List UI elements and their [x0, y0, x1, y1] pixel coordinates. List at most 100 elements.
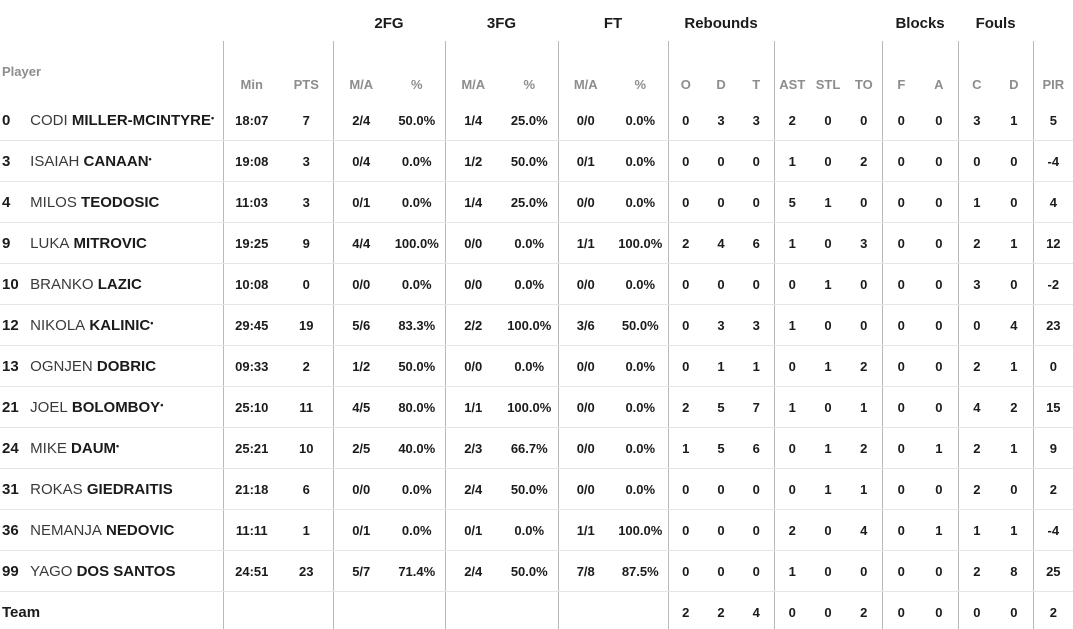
player-last-name: DOBRIC [96, 357, 157, 375]
fg2-ma-cell [332, 591, 389, 629]
fg2-ma-cell: 5/7 [332, 550, 389, 592]
player-cell: 0 CODI MILLER-MCINTYRE• [0, 100, 223, 141]
player-first-name: LUKA [30, 234, 70, 252]
reb-t-cell: 6 [739, 222, 775, 264]
blk-a-cell: 0 [920, 100, 959, 141]
pir-cell: 0 [1032, 345, 1073, 387]
player-last-name: DOS SANTOS [76, 562, 176, 580]
fg2-ma-cell: 4/5 [332, 386, 389, 428]
reb-d-cell: 0 [703, 263, 740, 305]
blk-a-cell: 0 [920, 222, 959, 264]
reb-o-cell: 0 [667, 263, 704, 305]
foul-c-cell: 0 [957, 140, 996, 182]
column-header-foul-d: D [1009, 77, 1019, 92]
reb-t-cell: 3 [739, 304, 775, 346]
fg2-ma-cell: 5/6 [332, 304, 389, 346]
foul-d-cell: 1 [995, 222, 1034, 264]
ft-ma-cell: 1/1 [557, 222, 613, 264]
table-row: 24 MIKE DAUM• 25:21 10 2/5 40.0% 2/3 66.… [0, 427, 1073, 469]
ft-ma-cell: 7/8 [557, 550, 613, 592]
column-header-blk-a: A [934, 77, 944, 92]
ft-ma-cell: 0/0 [557, 345, 613, 387]
stl-cell: 1 [810, 427, 847, 469]
ast-cell: 1 [773, 304, 811, 346]
fg3-ma-cell: 1/2 [444, 140, 501, 182]
reb-t-cell: 4 [739, 591, 775, 629]
jersey-number: 10 [2, 275, 19, 293]
ft-pct-cell: 50.0% [613, 304, 669, 346]
ft-pct-cell: 0.0% [613, 345, 669, 387]
fg3-pct-cell: 25.0% [501, 181, 558, 223]
reb-t-cell: 0 [739, 140, 775, 182]
pir-cell: 4 [1032, 181, 1073, 223]
blk-a-cell: 0 [920, 468, 959, 510]
group-header-spacer [774, 0, 882, 41]
player-first-name: ROKAS [30, 480, 83, 498]
player-cell: Team [0, 591, 223, 629]
player-last-name: MILLER-MCINTYRE [71, 111, 211, 129]
to-cell: 3 [846, 222, 883, 264]
player-first-name: MIKE [30, 439, 67, 457]
pir-cell: 2 [1032, 591, 1073, 629]
group-header-ft: FT [603, 15, 623, 32]
ft-pct-cell: 0.0% [613, 427, 669, 469]
blk-a-cell: 1 [920, 509, 959, 551]
fg2-ma-cell: 0/1 [332, 181, 389, 223]
group-header-blocks: Blocks [895, 15, 945, 32]
fg3-ma-cell: 1/4 [444, 100, 501, 141]
player-first-name: NIKOLA [30, 316, 86, 334]
table-row: 4 MILOS TEODOSIC 11:03 3 0/1 0.0% 1/4 25… [0, 181, 1073, 223]
ft-pct-cell: 100.0% [613, 509, 669, 551]
player-cell: 9 LUKA MITROVIC [0, 222, 223, 264]
foul-d-cell: 0 [995, 468, 1034, 510]
column-header-foul-c: C [957, 41, 996, 100]
pts-cell: 9 [280, 222, 333, 264]
blk-f-cell: 0 [881, 345, 921, 387]
reb-d-cell: 1 [703, 345, 740, 387]
table-row: 10 BRANKO LAZIC 10:08 0 0/0 0.0% 0/0 0.0… [0, 263, 1073, 305]
reb-d-cell: 0 [703, 509, 740, 551]
column-header-2fg-ma: M/A [332, 41, 389, 100]
pts-cell: 0 [280, 263, 333, 305]
foul-c-cell: 2 [957, 550, 996, 592]
foul-d-cell: 1 [995, 427, 1034, 469]
fg3-ma-cell: 0/0 [444, 263, 501, 305]
min-cell: 11:03 [222, 181, 280, 223]
blk-f-cell: 0 [881, 427, 921, 469]
column-header-blk-f: F [881, 41, 921, 100]
column-header-ft-pct: % [634, 77, 647, 92]
ast-cell: 0 [773, 345, 811, 387]
reb-o-cell: 0 [667, 140, 704, 182]
ast-cell: 0 [773, 263, 811, 305]
ft-pct-cell: 87.5% [613, 550, 669, 592]
min-cell: 29:45 [222, 304, 280, 346]
jersey-number: 3 [2, 152, 11, 170]
table-row: 31 ROKAS GIEDRAITIS 21:18 6 0/0 0.0% 2/4… [0, 468, 1073, 510]
ft-ma-cell [557, 591, 613, 629]
fg2-pct-cell: 50.0% [389, 100, 445, 141]
foul-c-cell: 4 [957, 386, 996, 428]
pts-cell: 23 [280, 550, 333, 592]
reb-o-cell: 0 [667, 345, 704, 387]
fg3-pct-cell: 25.0% [501, 100, 558, 141]
column-header-row: Player Min PTS M/A % M/A % M/A % O D T A… [0, 41, 1073, 100]
foul-c-cell: 2 [957, 427, 996, 469]
min-cell: 09:33 [222, 345, 280, 387]
player-last-name: TEODOSIC [81, 193, 160, 211]
reb-d-cell: 2 [703, 591, 740, 629]
reb-d-cell: 3 [703, 100, 740, 141]
pir-cell: -4 [1032, 509, 1073, 551]
stl-cell: 0 [810, 304, 847, 346]
blk-a-cell: 0 [920, 386, 959, 428]
to-cell: 1 [846, 468, 883, 510]
reb-o-cell: 0 [667, 509, 704, 551]
player-cell: 10 BRANKO LAZIC [0, 263, 223, 305]
reb-t-cell: 0 [739, 181, 775, 223]
ast-cell: 1 [773, 222, 811, 264]
foul-d-cell: 0 [995, 181, 1034, 223]
blk-a-cell: 0 [920, 140, 959, 182]
reb-d-cell: 0 [703, 181, 740, 223]
jersey-number: 12 [2, 316, 19, 334]
jersey-number: 13 [2, 357, 19, 375]
